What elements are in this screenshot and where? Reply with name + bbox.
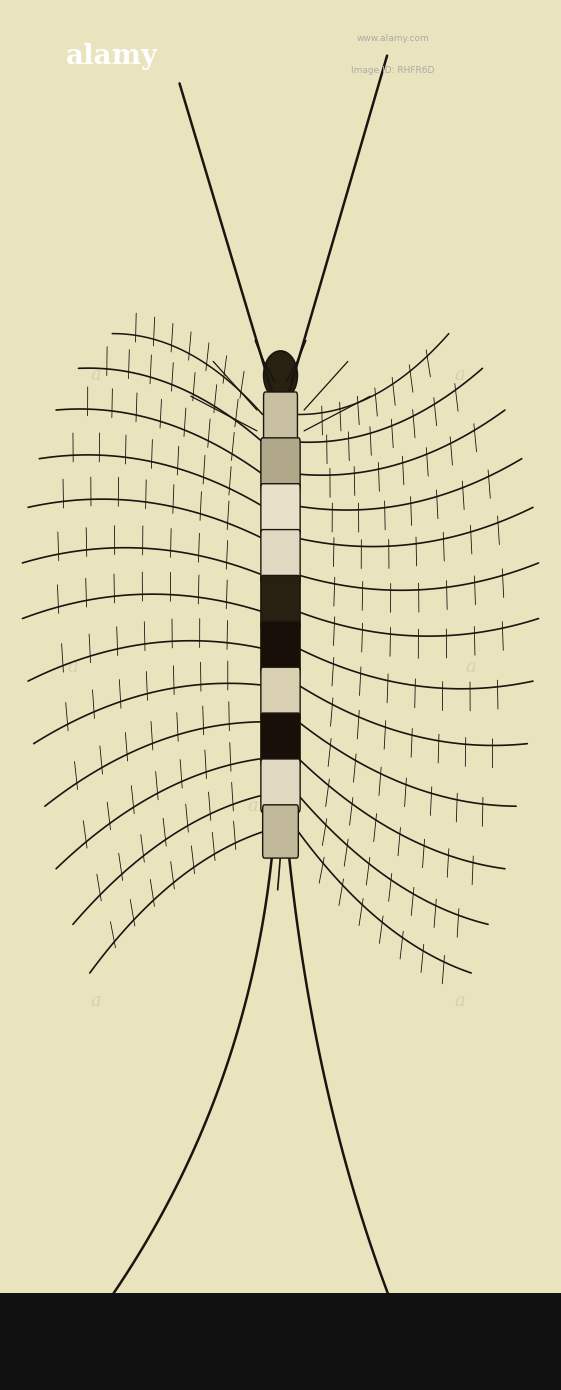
Text: a: a — [454, 367, 466, 384]
FancyBboxPatch shape — [261, 530, 300, 582]
FancyBboxPatch shape — [261, 759, 300, 812]
FancyBboxPatch shape — [261, 484, 300, 537]
FancyBboxPatch shape — [261, 713, 300, 766]
FancyBboxPatch shape — [261, 667, 300, 720]
FancyBboxPatch shape — [261, 621, 300, 674]
Text: a: a — [454, 992, 466, 1009]
Text: a: a — [466, 659, 477, 676]
Bar — [0, 1293, 561, 1390]
FancyBboxPatch shape — [261, 438, 300, 491]
Text: alamy: alamy — [66, 43, 158, 70]
Text: a: a — [90, 992, 101, 1009]
Ellipse shape — [264, 350, 297, 400]
Text: a: a — [247, 798, 258, 815]
FancyBboxPatch shape — [263, 805, 298, 858]
FancyBboxPatch shape — [264, 392, 297, 445]
Text: a: a — [90, 367, 101, 384]
Text: a: a — [67, 659, 79, 676]
FancyBboxPatch shape — [261, 575, 300, 628]
Text: Image ID: RHFR6D: Image ID: RHFR6D — [351, 65, 434, 75]
Text: www.alamy.com: www.alamy.com — [356, 35, 429, 43]
